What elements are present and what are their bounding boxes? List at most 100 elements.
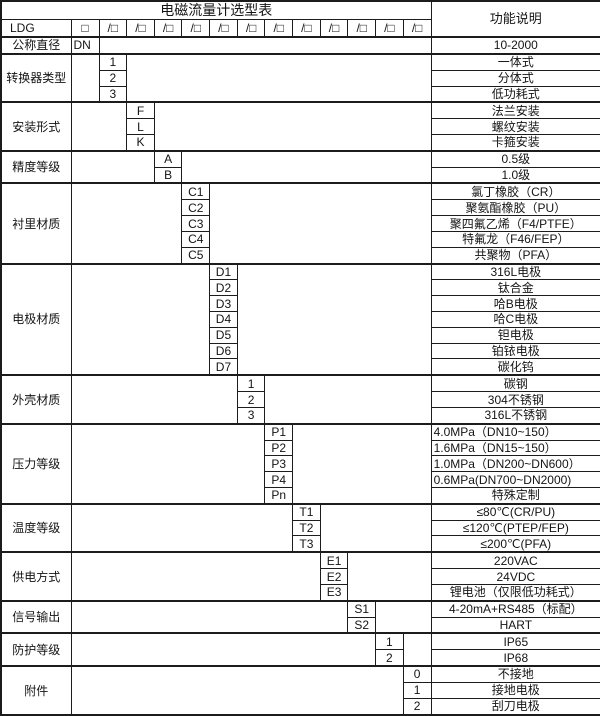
model-box-cell: □ bbox=[70, 18, 100, 38]
desc-cell: 不接地 bbox=[430, 665, 600, 683]
desc-cell: 1.6MPa（DN15~150） bbox=[430, 439, 600, 457]
desc-cell: 刮刀电极 bbox=[430, 697, 600, 716]
spacer-cell bbox=[154, 101, 432, 151]
desc-cell: 0.6MPa(DN700~DN2000) bbox=[430, 471, 600, 488]
code-cell: C4 bbox=[181, 230, 211, 248]
desc-cell: 法兰安装 bbox=[430, 101, 600, 120]
model-prefix-cell: LDG bbox=[1, 19, 72, 37]
spacer-cell bbox=[209, 182, 432, 264]
desc-cell: 铂铱电极 bbox=[430, 342, 600, 360]
model-slot-cell: /□ bbox=[153, 18, 183, 38]
spacer-cell bbox=[71, 665, 404, 715]
model-slot-cell: /□ bbox=[375, 18, 404, 38]
desc-cell: IP65 bbox=[430, 632, 600, 651]
model-slot-cell: /□ bbox=[402, 18, 432, 38]
code-cell: P4 bbox=[264, 471, 294, 488]
code-cell: T3 bbox=[292, 535, 321, 553]
model-slot-cell: /□ bbox=[98, 18, 128, 38]
spacer-cell bbox=[71, 599, 348, 634]
model-slot-cell: /□ bbox=[319, 18, 349, 38]
spacer-cell bbox=[264, 374, 432, 424]
spacer-cell bbox=[403, 632, 432, 667]
desc-cell: 聚氨酯橡胶（PU） bbox=[430, 199, 600, 217]
code-cell: D4 bbox=[209, 311, 238, 328]
spacer-cell bbox=[71, 632, 376, 667]
code-cell: F bbox=[126, 101, 155, 120]
desc-cell: 锂电池（仅限低功耗式） bbox=[430, 583, 600, 602]
desc-cell: HART bbox=[430, 616, 600, 634]
code-cell: T1 bbox=[292, 502, 321, 521]
code-cell: D3 bbox=[209, 295, 238, 312]
model-slot-cell: /□ bbox=[209, 18, 238, 38]
spacer-cell bbox=[181, 149, 432, 184]
desc-cell: 4.0MPa（DN10~150） bbox=[430, 422, 600, 441]
code-cell: S1 bbox=[347, 599, 377, 618]
spacer-cell bbox=[99, 36, 432, 54]
code-cell: Pn bbox=[264, 486, 294, 505]
desc-cell: 220VAC bbox=[430, 551, 600, 570]
section-label-electrode: 电极材质 bbox=[0, 262, 72, 376]
desc-cell: 聚四氟乙烯（F4/PTFE） bbox=[430, 215, 600, 232]
code-cell: D1 bbox=[209, 262, 238, 281]
desc-cell: 碳钢 bbox=[430, 374, 600, 393]
code-cell: K bbox=[126, 133, 155, 152]
section-label-accuracy: 精度等级 bbox=[0, 149, 72, 184]
spacer-cell bbox=[71, 149, 155, 184]
desc-cell: 316L不锈钢 bbox=[430, 406, 600, 425]
desc-cell: 1.0级 bbox=[430, 166, 600, 184]
code-cell: A bbox=[153, 149, 183, 168]
desc-cell: 10-2000 bbox=[430, 36, 600, 55]
desc-cell: 螺纹安装 bbox=[430, 118, 600, 135]
desc-cell: ≤200℃(PFA) bbox=[430, 535, 600, 553]
model-slot-cell: /□ bbox=[292, 18, 321, 38]
desc-cell: 4-20mA+RS485（标配） bbox=[430, 599, 600, 618]
model-slot-cell: /□ bbox=[264, 18, 294, 38]
code-cell: 1 bbox=[402, 681, 432, 699]
spacer-cell bbox=[292, 422, 432, 504]
code-cell: 1 bbox=[98, 52, 128, 71]
code-cell: C3 bbox=[181, 215, 211, 232]
code-cell: 2 bbox=[236, 391, 266, 408]
desc-cell: IP68 bbox=[430, 649, 600, 667]
desc-cell: 低功耗式 bbox=[430, 85, 600, 103]
code-cell: E3 bbox=[319, 583, 349, 602]
spacer-cell bbox=[347, 551, 432, 601]
model-slot-cell: /□ bbox=[347, 18, 377, 38]
code-cell: P3 bbox=[264, 455, 294, 473]
desc-cell: 哈C电极 bbox=[430, 311, 600, 328]
desc-cell: 316L电极 bbox=[430, 262, 600, 281]
spacer-cell bbox=[71, 262, 210, 376]
spacer-cell bbox=[237, 262, 432, 376]
code-cell: S2 bbox=[347, 616, 377, 634]
code-cell: 1 bbox=[375, 632, 404, 651]
section-label-diameter: 公称直径 bbox=[0, 36, 72, 55]
spacer-cell bbox=[126, 52, 432, 103]
desc-cell: 氯丁橡胶（CR） bbox=[430, 182, 600, 201]
desc-cell: 0.5级 bbox=[430, 149, 600, 168]
code-cell: D2 bbox=[209, 279, 238, 297]
desc-cell: 接地电极 bbox=[430, 681, 600, 699]
code-cell: E2 bbox=[319, 568, 349, 585]
model-slot-cell: /□ bbox=[126, 18, 155, 38]
code-cell: 2 bbox=[98, 69, 128, 87]
code-cell: DN bbox=[70, 36, 100, 55]
desc-cell: 卡箍安装 bbox=[430, 133, 600, 152]
code-cell: C5 bbox=[181, 246, 211, 265]
spacer-cell bbox=[71, 374, 238, 424]
code-cell: D6 bbox=[209, 342, 238, 360]
desc-cell: ≤80℃(CR/PU) bbox=[430, 502, 600, 521]
desc-cell: 1.0MPa（DN200~DN600） bbox=[430, 455, 600, 473]
model-slot-cell: /□ bbox=[181, 18, 211, 38]
desc-cell: ≤120℃(PTEP/FEP) bbox=[430, 519, 600, 537]
desc-cell: 一体式 bbox=[430, 52, 600, 71]
desc-cell: 304不锈钢 bbox=[430, 391, 600, 408]
code-cell: P1 bbox=[264, 422, 294, 441]
desc-cell: 24VDC bbox=[430, 568, 600, 585]
spacer-cell bbox=[71, 101, 127, 151]
desc-cell: 特殊定制 bbox=[430, 486, 600, 505]
section-label-converter-type: 转换器类型 bbox=[0, 52, 72, 103]
spacer-cell bbox=[71, 502, 293, 553]
desc-cell: 钛合金 bbox=[430, 279, 600, 297]
